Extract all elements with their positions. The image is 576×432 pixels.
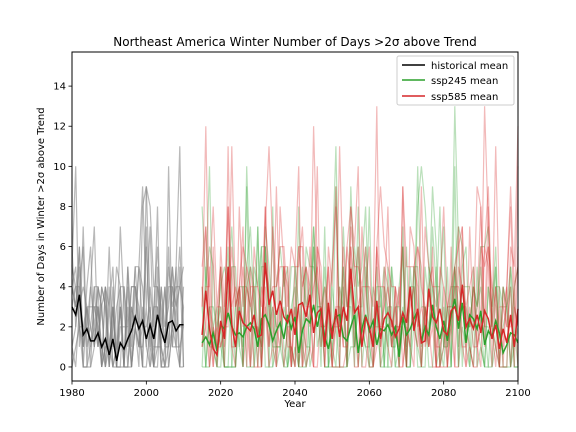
y-tick-label: 14 [53,82,66,93]
ensemble-member-line-ssp585 [201,186,519,368]
y-tick-label: 2 [60,322,66,333]
ensemble-member-line-ssp245 [201,146,519,368]
legend: historical mean ssp245 mean ssp585 mean [396,55,515,106]
y-tick-label: 4 [60,282,66,293]
axis-ticks: 1980 2000 2020 2040 2060 2080 2100 0 2 4 6 8 10 12 14 [53,82,530,399]
ensemble-member-line-ssp585 [201,146,519,368]
y-axis-label: Number of Days in Winter >2σ above Trend [36,107,47,325]
x-tick-label: 2080 [431,388,456,399]
x-tick-label: 2060 [357,388,382,399]
x-tick-label: 1980 [59,388,84,399]
x-tick-label: 2040 [282,388,307,399]
ssp245-mean-line [201,298,519,357]
x-axis-label: Year [283,399,306,410]
x-tick-label: 2020 [208,388,233,399]
historical-mean-line [71,294,184,362]
y-tick-label: 8 [60,202,66,213]
chart-title: Northeast America Winter Number of Days … [113,35,477,49]
x-tick-label: 2000 [134,388,159,399]
ensemble-member-line-historical [71,146,185,368]
ssp585-mean-line [201,262,519,358]
y-tick-label: 0 [60,362,66,373]
y-tick-label: 10 [53,162,66,173]
ensemble-member-line-ssp585 [201,126,519,368]
y-tick-label: 6 [60,242,66,253]
legend-label-ssp585: ssp585 mean [431,92,498,103]
legend-label-historical: historical mean [431,61,508,72]
legend-label-ssp245: ssp245 mean [431,76,498,87]
x-tick-label: 2100 [505,388,530,399]
legend-box [396,55,515,106]
ensemble-member-line-ssp585 [201,146,519,368]
ensemble-member-line-ssp245 [201,166,518,368]
ensemble-member-line-historical [71,166,185,368]
y-tick-label: 12 [53,122,66,133]
ensemble-mean-layer [71,262,519,362]
